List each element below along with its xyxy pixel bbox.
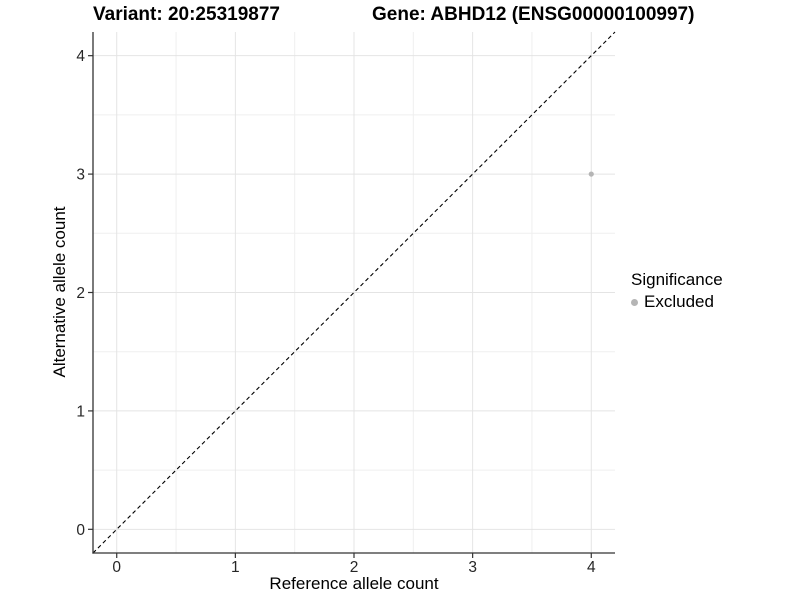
x-axis-title: Reference allele count — [269, 574, 439, 593]
plot-title-gene: Gene: ABHD12 (ENSG00000100997) — [372, 4, 695, 25]
legend: Significance Excluded — [631, 270, 723, 312]
x-tick-label: 1 — [231, 559, 240, 576]
legend-point-icon — [631, 298, 638, 306]
y-tick-label: 1 — [76, 403, 85, 420]
x-tick-label: 4 — [587, 559, 596, 576]
y-tick-label: 4 — [76, 48, 85, 65]
x-tick-label: 2 — [350, 559, 359, 576]
legend-item-excluded: Excluded — [631, 292, 723, 312]
legend-title: Significance — [631, 270, 723, 289]
plot-title-variant: Variant: 20:25319877 — [93, 4, 280, 25]
identity-dashed-line — [92, 31, 616, 554]
y-tick-label: 0 — [76, 522, 85, 539]
data-point — [588, 171, 594, 177]
legend-label: Excluded — [644, 292, 714, 311]
x-tick-label: 0 — [112, 559, 121, 576]
y-axis-title: Alternative allele count — [50, 206, 69, 378]
x-tick-label: 3 — [468, 559, 477, 576]
y-tick-label: 3 — [76, 167, 85, 184]
y-tick-label: 2 — [76, 285, 85, 302]
